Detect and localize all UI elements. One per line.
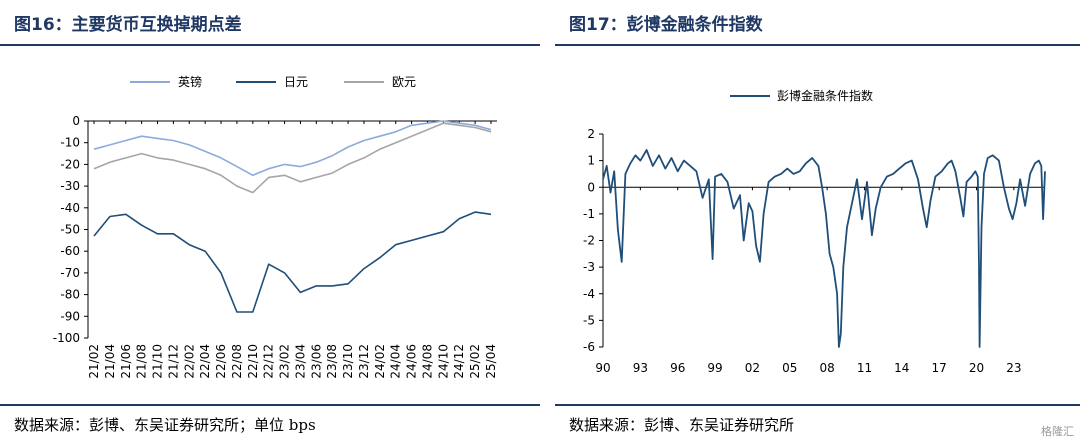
x-tick-label: 08 [819, 361, 834, 375]
x-tick-label: 99 [707, 361, 722, 375]
x-tick-label: 21/10 [151, 344, 165, 379]
right-source-rule [555, 404, 1080, 406]
x-tick-label: 22/08 [230, 344, 244, 379]
y-tick-label: -3 [583, 260, 595, 274]
y-tick-label: -2 [583, 234, 595, 248]
watermark-logo: 格隆汇 [1041, 425, 1074, 438]
x-tick-label: 22/12 [262, 344, 276, 379]
x-tick-label: 23/06 [309, 344, 323, 379]
y-tick-label: -70 [60, 266, 80, 280]
x-tick-label: 23 [1006, 361, 1021, 375]
x-tick-label: 24/04 [389, 344, 403, 379]
left-figure-panel: 图16：主要货币互换掉期点差 0 -10 -20 -30 -40 -50 -60 -70 -80… [0, 15, 540, 434]
y-tick-label: -40 [60, 201, 80, 215]
y-tick-label: 0 [587, 180, 595, 194]
y-tick-label: 0 [72, 114, 80, 128]
y-tick-label: -1 [583, 207, 595, 221]
y-tick-label: 2 [587, 127, 595, 141]
x-tick-label: 21/04 [103, 344, 117, 379]
x-tick-label: 22/04 [198, 344, 212, 379]
x-tick-label: 22/02 [182, 344, 196, 379]
x-tick-label: 21/12 [166, 344, 180, 379]
x-tick-label: 14 [894, 361, 909, 375]
legend-label: 日元 [284, 75, 308, 89]
right-figure-panel: 图17：彭博金融条件指数 2 1 0 -1 -2 -3 -4 -5 -6 90 93 96 99 02 05… [555, 0, 1080, 445]
x-tick-label: 24/10 [436, 344, 450, 379]
x-tick-label: 23/10 [341, 344, 355, 379]
y-tick-label: -80 [60, 288, 80, 302]
series-line [602, 149, 1046, 348]
x-tick-label: 11 [857, 361, 872, 375]
x-tick-label: 93 [633, 361, 648, 375]
series-line [93, 211, 492, 313]
y-tick-label: -100 [53, 331, 80, 345]
x-tick-label: 90 [595, 361, 610, 375]
x-tick-label: 05 [782, 361, 797, 375]
x-tick-label: 23/04 [293, 344, 307, 379]
right-source-note: 数据来源：彭博、东吴证券研究所 [569, 416, 795, 434]
y-tick-label: -50 [60, 223, 80, 237]
legend-label: 英镑 [178, 74, 202, 89]
x-tick-label: 21/02 [87, 344, 101, 379]
y-tick-label: 1 [587, 154, 595, 168]
y-tick-label: -4 [583, 287, 595, 301]
y-tick-label: -90 [60, 309, 80, 323]
y-tick-label: -20 [60, 157, 80, 171]
x-tick-label: 24/12 [452, 344, 466, 379]
x-tick-label: 23/12 [357, 344, 371, 379]
x-tick-label: 25/02 [468, 344, 482, 379]
left-title-rule [0, 44, 540, 46]
x-tick-label: 24/06 [405, 344, 419, 379]
x-tick-label: 21/06 [119, 344, 133, 379]
x-tick-label: 24/08 [420, 344, 434, 379]
financial-conditions-chart: 2 1 0 -1 -2 -3 -4 -5 -690 93 96 99 02 05 08 11 14 17 20 23 彭… [583, 88, 1046, 375]
right-figure-title: 图17：彭博金融条件指数 [569, 15, 763, 35]
x-tick-label: 17 [932, 361, 947, 375]
y-tick-label: -5 [583, 313, 595, 327]
left-figure-title: 图16：主要货币互换掉期点差 [14, 15, 242, 35]
x-tick-label: 21/08 [135, 344, 149, 379]
x-tick-label: 24/02 [373, 344, 387, 379]
left-source-rule [0, 404, 540, 406]
x-tick-label: 23/02 [278, 344, 292, 379]
y-tick-label: -60 [60, 244, 80, 258]
x-tick-label: 23/08 [325, 344, 339, 379]
y-tick-label: -6 [583, 340, 595, 354]
right-title-rule [555, 44, 1080, 46]
x-tick-label: 96 [670, 361, 685, 375]
legend-label: 欧元 [392, 75, 416, 89]
x-tick-label: 22/10 [246, 344, 260, 379]
series-line [93, 120, 492, 177]
left-source-note: 数据来源：彭博、东吴证券研究所；单位 bps [14, 416, 316, 434]
x-tick-label: 22/06 [214, 344, 228, 379]
series-line [93, 122, 492, 194]
x-tick-label: 20 [969, 361, 984, 375]
x-tick-label: 02 [745, 361, 760, 375]
legend-label: 彭博金融条件指数 [777, 88, 873, 103]
y-tick-label: -10 [60, 136, 80, 150]
x-tick-label: 25/04 [484, 344, 498, 379]
y-tick-label: -30 [60, 179, 80, 193]
